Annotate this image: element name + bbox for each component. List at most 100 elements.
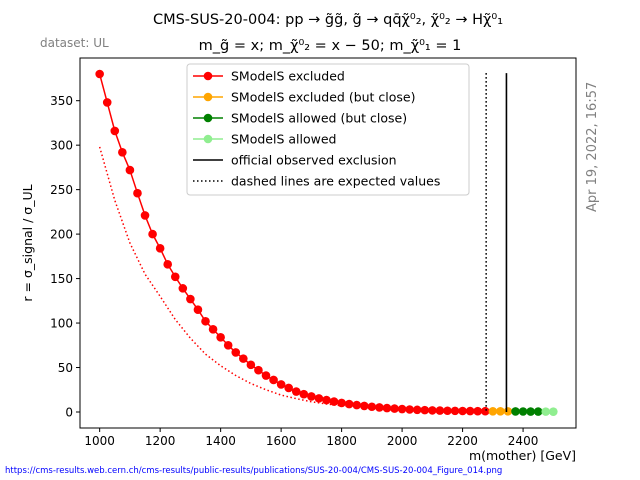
data-point-allowed_close [526, 407, 535, 416]
y-tick-label: 150 [50, 272, 73, 286]
data-point-excluded [337, 398, 346, 408]
data-point-excluded [193, 305, 203, 315]
data-point-excluded [201, 316, 210, 326]
legend-label: official observed exclusion [231, 153, 397, 168]
data-point-excluded [473, 406, 483, 416]
data-point-excluded [352, 400, 362, 410]
source-url: https://cms-results.web.cern.ch/cms-resu… [5, 466, 502, 476]
data-point-allowed [549, 407, 558, 416]
data-point-excluded [246, 360, 256, 370]
data-point-excluded [125, 165, 135, 175]
y-tick-label: 350 [50, 94, 73, 108]
data-point-excluded [390, 404, 399, 413]
data-point-excluded [428, 406, 437, 415]
data-point-excluded [405, 405, 414, 414]
data-point-excluded [170, 272, 180, 282]
data-point-excluded [223, 340, 233, 350]
data-point-allowed_close [518, 407, 528, 416]
y-tick-label: 250 [50, 183, 73, 197]
data-point-excluded [329, 397, 339, 406]
data-point-excluded_close [503, 407, 513, 416]
data-point-excluded [269, 375, 278, 385]
legend-label: SModelS excluded (but close) [231, 90, 416, 105]
data-point-excluded [239, 354, 248, 363]
series-line-segment [98, 73, 108, 103]
data-point-excluded [261, 371, 271, 380]
x-tick-label: 2000 [387, 434, 418, 448]
legend-marker [203, 92, 213, 102]
data-point-excluded [458, 406, 467, 416]
data-point-excluded [148, 229, 157, 239]
legend: SModelS excluded SModelS excluded (but cl… [186, 63, 470, 196]
data-point-allowed_close [511, 407, 520, 416]
data-point-excluded [450, 406, 460, 416]
y-tick-label: 300 [50, 139, 73, 153]
plot-area: 1000 1200 1400 1600 1800 2000 2200 2400 0 50 100 15… [50, 57, 577, 448]
data-point-excluded_close [496, 407, 505, 416]
data-point-excluded [133, 188, 142, 198]
data-point-excluded [102, 98, 112, 107]
legend-label: SModelS allowed [231, 132, 336, 147]
data-point-allowed [541, 407, 551, 416]
x-tick-label: 1800 [326, 434, 357, 448]
data-point-excluded [375, 403, 384, 412]
data-point-excluded [314, 394, 324, 403]
data-point-excluded [397, 404, 407, 414]
y-tick-label: 50 [58, 361, 73, 375]
data-point-excluded [307, 392, 316, 401]
data-point-excluded [291, 387, 301, 396]
dataset-label: dataset: UL [40, 36, 109, 50]
legend-box [186, 63, 470, 196]
timestamp-label: Apr 19, 2022, 16:57 [585, 82, 600, 212]
data-point-excluded [412, 405, 422, 415]
data-point-excluded [480, 406, 490, 416]
data-point-excluded [382, 403, 392, 413]
y-axis-label: r = σ_signal / σ_UL [20, 184, 35, 301]
data-point-excluded [254, 365, 263, 375]
data-point-excluded [216, 332, 225, 342]
x-tick-label: 1400 [205, 434, 236, 448]
data-point-excluded [178, 284, 188, 293]
data-point-excluded [155, 244, 165, 253]
x-tick-label: 1000 [84, 434, 115, 448]
y-tick-label: 200 [50, 228, 73, 242]
x-tick-label: 2400 [508, 434, 539, 448]
data-point-excluded [359, 401, 369, 411]
data-point-excluded [140, 211, 150, 220]
chart-marks [95, 69, 558, 416]
legend-label: dashed lines are expected values [231, 174, 440, 189]
data-point-excluded [443, 406, 452, 416]
data-point-excluded_close [488, 406, 498, 416]
data-point-excluded [344, 399, 354, 409]
x-axis-label: m(mother) [GeV] [469, 448, 576, 463]
legend-marker [203, 134, 213, 144]
legend-label: SModelS allowed (but close) [231, 111, 407, 126]
data-point-excluded [163, 260, 173, 269]
data-point-excluded [367, 402, 377, 412]
data-point-excluded [322, 395, 331, 405]
axis-ticks: 1000 1200 1400 1600 1800 2000 2200 2400 0 50 100 15… [50, 94, 538, 448]
chart-title-line2: m_g̃ = x; m_χ̃⁰₂ = x − 50; m_χ̃⁰₁ = 1 [199, 38, 462, 54]
legend-marker [203, 71, 213, 81]
series-line-segment [106, 102, 116, 132]
data-point-excluded [435, 406, 445, 415]
data-point-excluded [208, 324, 218, 334]
legend-label: SModelS excluded [231, 69, 345, 84]
x-tick-label: 2200 [447, 434, 478, 448]
plot-frame [79, 57, 577, 429]
data-point-excluded [110, 126, 120, 136]
data-point-allowed_close [533, 407, 543, 416]
y-tick-label: 100 [50, 317, 73, 331]
data-point-excluded [465, 406, 475, 416]
data-point-excluded [284, 383, 293, 393]
data-point-excluded [95, 69, 104, 79]
data-point-excluded [299, 389, 309, 399]
x-tick-label: 1200 [145, 434, 176, 448]
y-tick-label: 0 [65, 405, 73, 419]
data-point-excluded [118, 147, 127, 157]
data-point-excluded [231, 348, 241, 357]
data-point-excluded [420, 405, 430, 415]
x-tick-label: 1600 [266, 434, 297, 448]
chart-title-line1: CMS-SUS-20-004: pp → g̃g̃, g̃ → qq̄χ̃⁰₂,… [153, 12, 503, 28]
